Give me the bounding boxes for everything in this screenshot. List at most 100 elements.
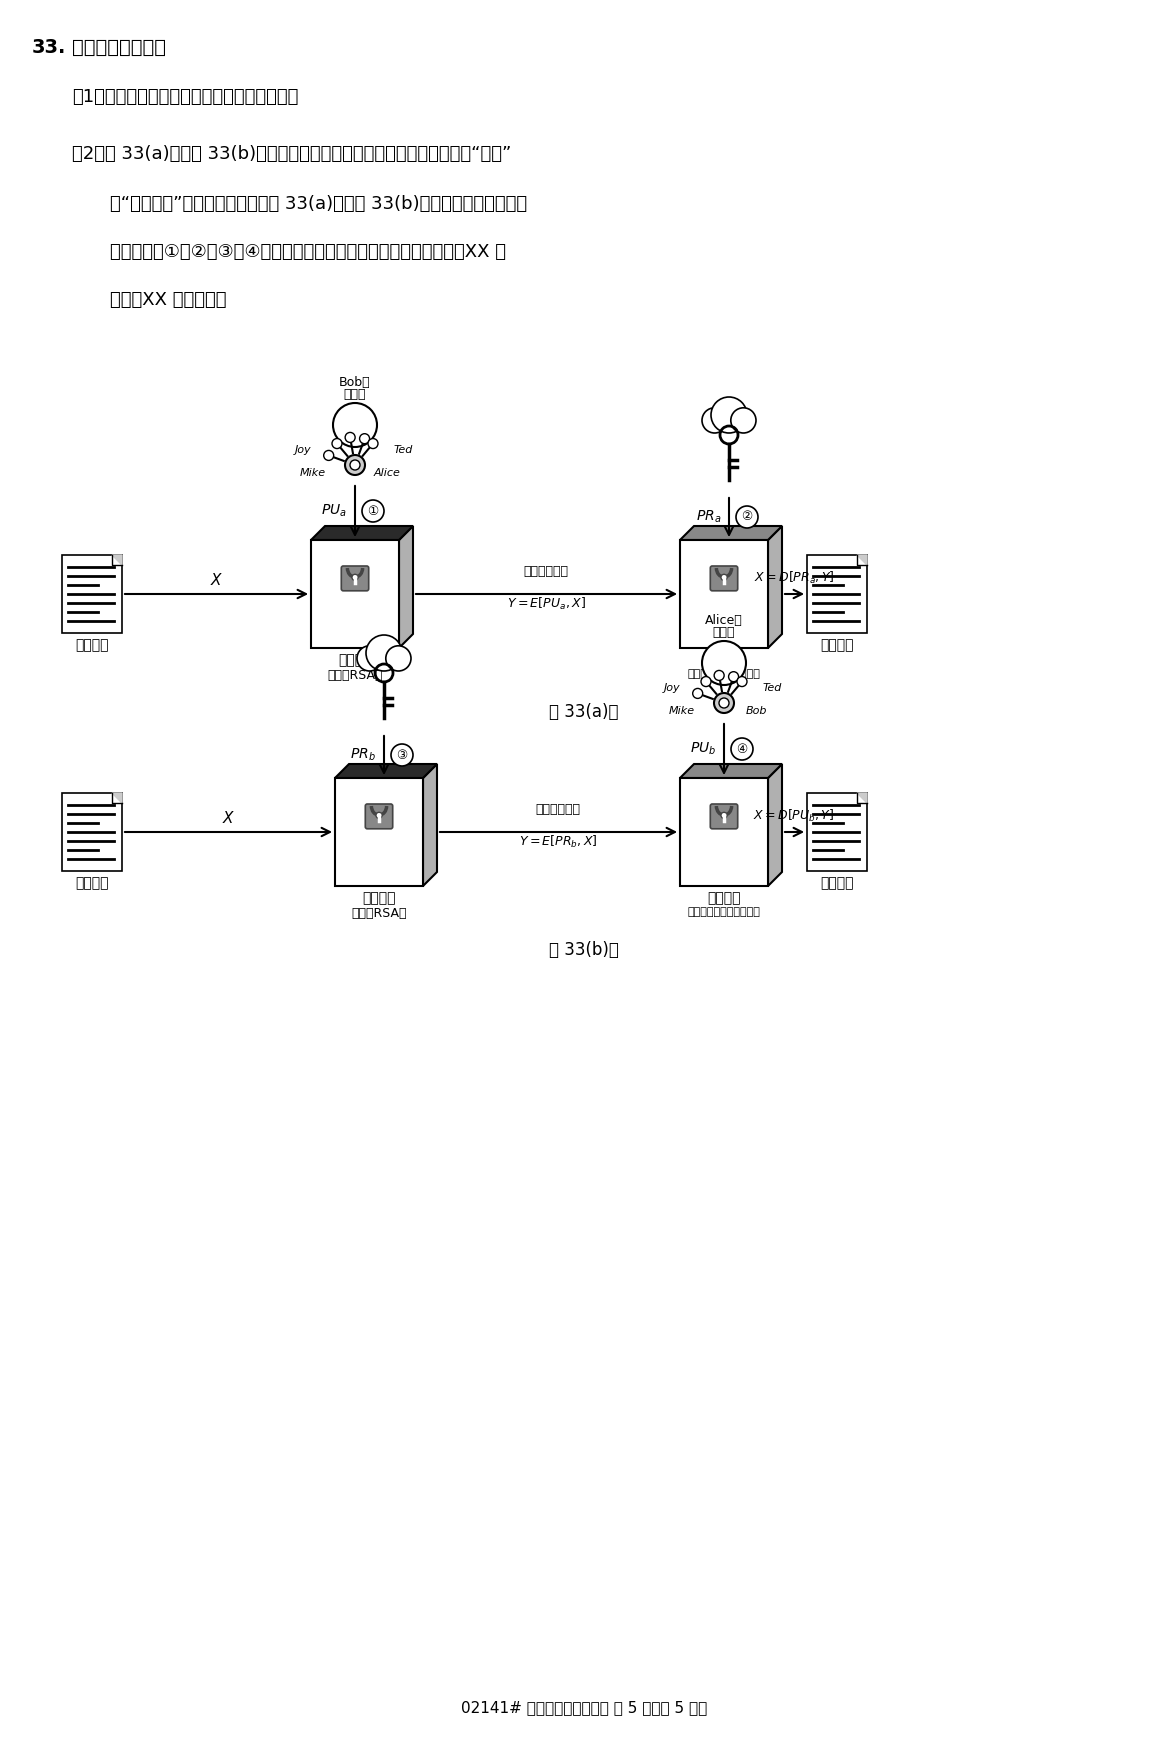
Text: $PR_a$: $PR_a$ [696,509,721,525]
Text: （1）非对称密鑰密码体制的主要特点是什么？: （1）非对称密鑰密码体制的主要特点是什么？ [72,87,298,106]
Circle shape [711,397,747,432]
Circle shape [736,676,747,687]
Circle shape [360,434,369,444]
Text: Ted: Ted [762,683,782,694]
Text: $PU_a$: $PU_a$ [321,502,347,519]
Text: ④: ④ [736,743,748,755]
Text: 请回答下面问题：: 请回答下面问题： [72,38,166,58]
Polygon shape [680,777,768,885]
Bar [62,554,122,633]
FancyBboxPatch shape [341,566,368,591]
Text: ③: ③ [396,748,408,762]
Circle shape [333,403,376,446]
Text: 明文输出: 明文输出 [821,877,853,891]
FancyBboxPatch shape [365,804,393,830]
Text: Joy: Joy [295,444,311,455]
Text: 加密算法: 加密算法 [338,654,372,668]
Circle shape [368,439,378,448]
Text: 解密算法: 解密算法 [707,654,741,668]
Text: 公鑰、XX 的私鑰）。: 公鑰、XX 的私鑰）。 [110,291,227,309]
Text: Ted: Ted [393,444,413,455]
Text: ②: ② [741,511,753,523]
Text: （例如RSA）: （例如RSA） [327,669,382,682]
Circle shape [703,408,727,432]
Text: （加密算法的逆向执行）: （加密算法的逆向执行） [687,906,761,917]
Text: 并写出图中①、②、③、④处的密鑰所属的用户名和密鑰类型（例如：XX 的: 并写出图中①、②、③、④处的密鑰所属的用户名和密鑰类型（例如：XX 的 [110,242,506,261]
Bar [62,793,122,872]
Circle shape [714,671,724,680]
Text: $PR_b$: $PR_b$ [351,746,376,763]
Text: ①: ① [367,504,379,518]
Polygon shape [311,540,399,648]
Text: 被传输的密文: 被传输的密文 [535,804,581,816]
Circle shape [731,737,753,760]
Text: 加密算法: 加密算法 [362,891,396,905]
Text: （例如RSA）: （例如RSA） [351,906,407,920]
Circle shape [386,647,411,671]
Text: $Y=E[PR_b, X]$: $Y=E[PR_b, X]$ [519,833,597,851]
Text: $X=D[PU_b, Y]$: $X=D[PU_b, Y]$ [753,809,835,824]
Polygon shape [311,526,413,540]
Text: 解密算法: 解密算法 [707,891,741,905]
Text: 明文输入: 明文输入 [75,877,109,891]
Circle shape [350,460,360,471]
Bar [807,793,867,872]
Text: 题 33(a)图: 题 33(a)图 [549,702,618,722]
Circle shape [376,812,382,819]
Text: 公鑰环: 公鑰环 [713,626,735,640]
Circle shape [345,455,365,476]
Polygon shape [399,526,413,648]
Circle shape [345,432,355,443]
Text: Bob: Bob [746,706,767,716]
Circle shape [693,688,703,699]
Polygon shape [857,554,867,565]
Text: （2）题 33(a)图、题 33(b)图是非对称密鑰密码体制产生的两个主要应用“加密”: （2）题 33(a)图、题 33(b)图是非对称密鑰密码体制产生的两个主要应用“… [72,145,511,164]
Circle shape [703,641,746,685]
Circle shape [731,408,756,432]
Circle shape [352,573,358,580]
Circle shape [714,694,734,713]
FancyBboxPatch shape [711,566,738,591]
Text: $PU_b$: $PU_b$ [690,741,715,756]
Circle shape [728,671,739,682]
Text: 公鑰环: 公鑰环 [344,389,366,401]
Text: 题 33(b)图: 题 33(b)图 [549,941,618,959]
Circle shape [366,634,402,671]
Circle shape [701,676,711,687]
Text: Mike: Mike [669,706,696,716]
Circle shape [721,573,727,580]
Text: 和“数字签名”的示意图。请写出题 33(a)图、题 33(b)图分别对应哪个应用，: 和“数字签名”的示意图。请写出题 33(a)图、题 33(b)图分别对应哪个应用… [110,195,527,213]
Polygon shape [768,526,782,648]
Polygon shape [112,793,122,804]
Text: （加密算法的逆向执行）: （加密算法的逆向执行） [687,669,761,680]
Polygon shape [768,763,782,885]
FancyBboxPatch shape [711,804,738,830]
Text: $Y=E[PU_a, X]$: $Y=E[PU_a, X]$ [506,596,586,612]
Circle shape [357,647,382,671]
Text: 明文输出: 明文输出 [821,638,853,652]
Text: X: X [210,573,221,587]
Text: X: X [223,810,234,826]
Polygon shape [680,540,768,648]
Polygon shape [336,763,437,777]
Polygon shape [680,526,782,540]
Circle shape [721,812,727,819]
Text: Mike: Mike [300,469,326,478]
Polygon shape [680,763,782,777]
Polygon shape [336,777,423,885]
Text: Joy: Joy [664,683,680,694]
Polygon shape [423,763,437,885]
Circle shape [324,450,333,460]
Text: 02141# 计算机网络技戴试题 第 5 页（共 5 页）: 02141# 计算机网络技戴试题 第 5 页（共 5 页） [461,1699,707,1715]
Bar [807,554,867,633]
Circle shape [362,500,383,521]
Text: 33.: 33. [32,38,67,58]
Circle shape [736,505,758,528]
Polygon shape [857,793,867,804]
Circle shape [390,744,413,765]
Circle shape [332,439,343,448]
Text: Alice的: Alice的 [705,614,742,627]
Text: $X=D[PR_a, Y]$: $X=D[PR_a, Y]$ [754,570,835,586]
Text: Bob的: Bob的 [339,376,371,389]
Text: 被传输的密文: 被传输的密文 [524,565,568,579]
